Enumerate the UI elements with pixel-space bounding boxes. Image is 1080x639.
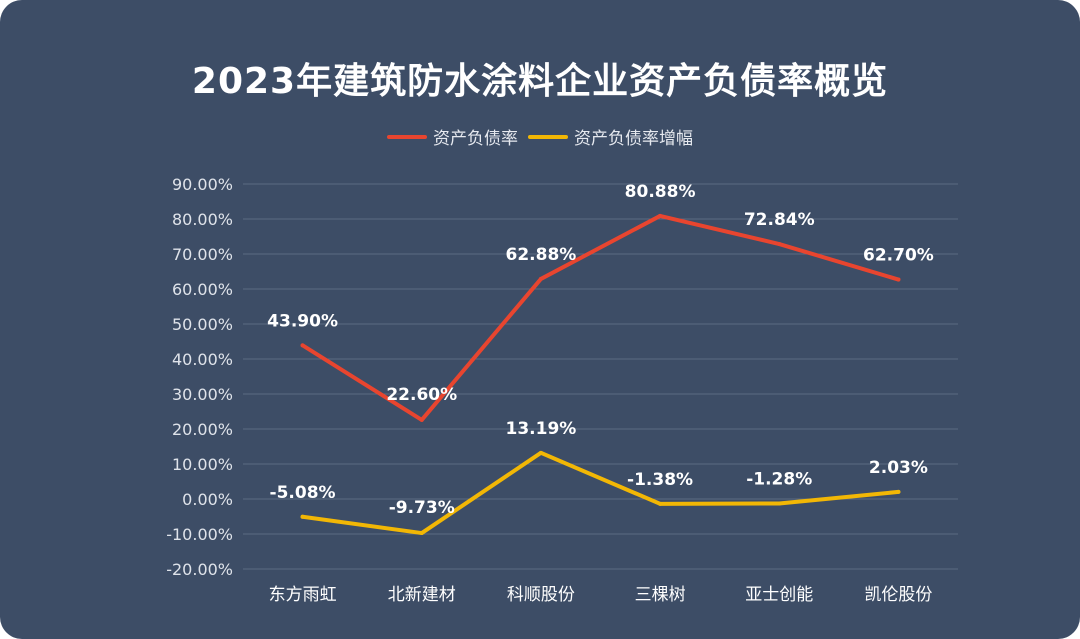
legend: 资产负债率 资产负债率增幅 (0, 124, 1080, 149)
data-point (300, 514, 305, 519)
data-point (658, 213, 663, 218)
x-tick-label: 凯伦股份 (864, 585, 932, 605)
data-point (538, 450, 543, 455)
y-tick-label: 50.00% (172, 315, 233, 334)
data-point (896, 277, 901, 282)
data-label: -9.73% (389, 498, 455, 518)
legend-item-debt-ratio: 资产负债率 (387, 124, 518, 149)
y-tick-label: 30.00% (172, 385, 233, 404)
y-tick-label: 40.00% (172, 350, 233, 369)
data-label: -1.28% (746, 469, 812, 489)
data-label: 43.90% (267, 311, 338, 331)
data-label: 2.03% (869, 458, 928, 478)
data-label: -1.38% (627, 470, 693, 490)
y-tick-label: 90.00% (172, 175, 233, 194)
legend-swatch-debt-ratio-change (528, 134, 568, 139)
x-tick-label: 三棵树 (635, 585, 686, 605)
y-tick-label: 80.00% (172, 210, 233, 229)
y-tick-label: 0.00% (182, 490, 233, 509)
legend-label-debt-ratio-change: 资产负债率增幅 (574, 129, 693, 149)
data-label: 62.70% (863, 246, 934, 266)
data-point (300, 343, 305, 348)
chart-title: 2023年建筑防水涂料企业资产负债率概览 (191, 61, 889, 102)
data-point (777, 501, 782, 506)
x-tick-label: 科顺股份 (507, 585, 575, 605)
data-label: -5.08% (270, 483, 336, 503)
legend-item-debt-ratio-change: 资产负债率增幅 (528, 124, 693, 149)
y-tick-label: 20.00% (172, 420, 233, 439)
data-label: 80.88% (625, 182, 696, 202)
data-point (538, 276, 543, 281)
data-label: 13.19% (506, 419, 577, 439)
series-line-0 (300, 213, 901, 422)
data-label: 22.60% (386, 385, 457, 405)
x-tick-label: 东方雨虹 (269, 585, 337, 605)
data-label: 62.88% (506, 245, 577, 265)
y-tick-label: 10.00% (172, 455, 233, 474)
data-point (419, 531, 424, 536)
legend-swatch-debt-ratio (387, 134, 427, 139)
y-tick-label: -20.00% (166, 560, 233, 579)
x-tick-label: 亚士创能 (745, 585, 813, 605)
data-point (658, 501, 663, 506)
y-tick-label: -10.00% (166, 525, 233, 544)
data-point (419, 417, 424, 422)
y-tick-label: 60.00% (172, 280, 233, 299)
y-tick-label: 70.00% (172, 245, 233, 264)
series-line-1 (300, 450, 901, 536)
data-point (896, 489, 901, 494)
data-label: 72.84% (744, 210, 815, 230)
data-point (777, 242, 782, 247)
x-tick-label: 北新建材 (388, 585, 456, 605)
legend-label-debt-ratio: 资产负债率 (433, 129, 518, 149)
